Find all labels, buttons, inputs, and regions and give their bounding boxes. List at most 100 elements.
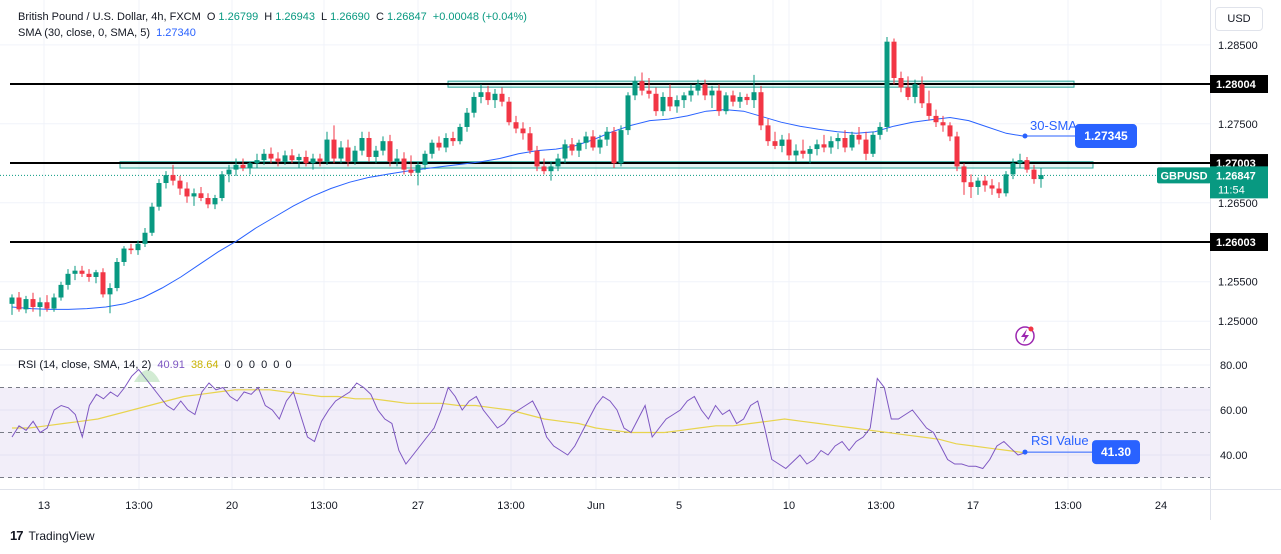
candle-body [786, 139, 792, 156]
candle-body [1024, 160, 1030, 170]
candle-body [135, 243, 141, 251]
candle-body [863, 139, 869, 154]
time-tick-label: Jun [587, 500, 605, 512]
rsi-annotation-label: RSI Value [1031, 433, 1089, 448]
candle-body [877, 126, 883, 135]
candle-body [912, 84, 918, 97]
candle-body [422, 153, 428, 165]
candle-body [485, 92, 491, 101]
candle-body [681, 95, 687, 101]
candle-body [730, 95, 736, 102]
candle-body [772, 141, 778, 146]
rsi-overbought-fill [134, 370, 160, 382]
candle-body [926, 103, 932, 116]
level-axis-label-bg [1210, 233, 1268, 251]
tradingview-logo[interactable]: 17 [10, 528, 24, 543]
candle-body [856, 134, 862, 140]
candle-body [968, 182, 974, 187]
candle-body [289, 155, 295, 161]
rsi-annotation-value: 41.30 [1101, 445, 1131, 459]
candle-body [1017, 160, 1023, 164]
candle-body [436, 142, 442, 148]
rsi-sma-line [12, 389, 1026, 454]
candle-body [891, 41, 897, 78]
candle-body [198, 193, 204, 199]
candle-body [800, 150, 806, 154]
candle-body [576, 142, 582, 151]
sr-zone[interactable] [119, 161, 1094, 169]
time-tick-label: 17 [967, 500, 979, 512]
candle-body [114, 261, 120, 289]
rsi-legend[interactable]: RSI (14, close, SMA, 14, 2) 40.91 38.64 … [18, 359, 295, 371]
candle-body [247, 163, 253, 169]
rsi-value: 40.91 [157, 359, 185, 371]
candle-body [541, 166, 547, 172]
candle-body [408, 169, 414, 173]
candle-body [338, 147, 344, 159]
currency-button[interactable]: USD [1215, 7, 1263, 31]
candle-body [583, 136, 589, 143]
price-tick-label: 1.27500 [1218, 119, 1258, 131]
candle-body [688, 90, 694, 96]
candle-body [758, 92, 764, 126]
horizontal-gridlines [0, 44, 1210, 456]
sma-annotation-box[interactable] [1075, 124, 1137, 149]
candle-body [520, 128, 526, 134]
candle-body [128, 248, 134, 251]
close-value: 1.26847 [386, 11, 427, 23]
candle-body [471, 96, 477, 113]
candle-body [870, 134, 876, 154]
candle-body [639, 81, 645, 91]
candle-body [142, 232, 148, 244]
candle-body [394, 158, 400, 162]
candle-body [492, 93, 498, 101]
candle-body [667, 96, 673, 107]
symbol-title[interactable]: British Pound / U.S. Dollar, 4h, FXCM [18, 11, 201, 23]
candle-body [828, 141, 834, 148]
candle-body [457, 126, 463, 142]
candle-body [1010, 163, 1016, 175]
rsi-label: RSI (14, close, SMA, 14, 2) [18, 359, 152, 371]
price-axis[interactable]: 1.280041.270031.260031.285001.275001.265… [1210, 40, 1268, 328]
rsi-extra-2: 0 [248, 359, 256, 371]
price-tick-label: 1.28500 [1218, 40, 1258, 52]
candle-body [72, 270, 78, 274]
symbol-tag-bg [1157, 167, 1211, 184]
sma-legend[interactable]: SMA (30, close, 0, SMA, 5) 1.27340 [18, 27, 199, 39]
candle-body [604, 131, 610, 140]
level-axis-label: 1.28004 [1216, 79, 1257, 91]
time-tick-label: 13:00 [867, 500, 895, 512]
rsi-annotation-box[interactable] [1092, 440, 1140, 465]
candle-body [534, 150, 540, 167]
candle-body [219, 174, 225, 199]
candle-body [254, 160, 260, 164]
sma-label: SMA (30, close, 0, SMA, 5) [18, 27, 151, 39]
candle-body [835, 138, 841, 142]
candle-body [9, 297, 15, 304]
candle-body [282, 155, 288, 162]
candle-body [499, 93, 505, 102]
footer: 17 TradingView [10, 528, 95, 543]
candle-body [660, 96, 666, 112]
candle-body [240, 164, 246, 169]
candle-body [996, 188, 1002, 194]
candle-body [898, 77, 904, 88]
countdown-tag: 11:54 [1218, 184, 1245, 196]
lightning-icon[interactable] [1015, 326, 1035, 346]
candle-body [317, 158, 323, 162]
time-tick-label: 13:00 [1054, 500, 1082, 512]
candle-body [30, 299, 36, 307]
tradingview-brand[interactable]: TradingView [28, 528, 95, 543]
candles [9, 36, 1044, 317]
candle-body [93, 272, 99, 277]
time-tick-label: 13 [38, 500, 50, 512]
candle-body [1003, 174, 1009, 194]
rsi-axis[interactable]: 80.00 60.00 40.00 [1220, 360, 1248, 462]
candle-body [709, 90, 715, 96]
price-tick-label: 1.25500 [1218, 277, 1258, 289]
candle-body [352, 150, 358, 162]
candle-body [723, 95, 729, 112]
candle-body [1038, 175, 1044, 180]
time-axis[interactable]: 13 13:00 20 13:00 27 13:00 Jun 5 10 13:00 17 13:00 2… [38, 500, 1167, 512]
